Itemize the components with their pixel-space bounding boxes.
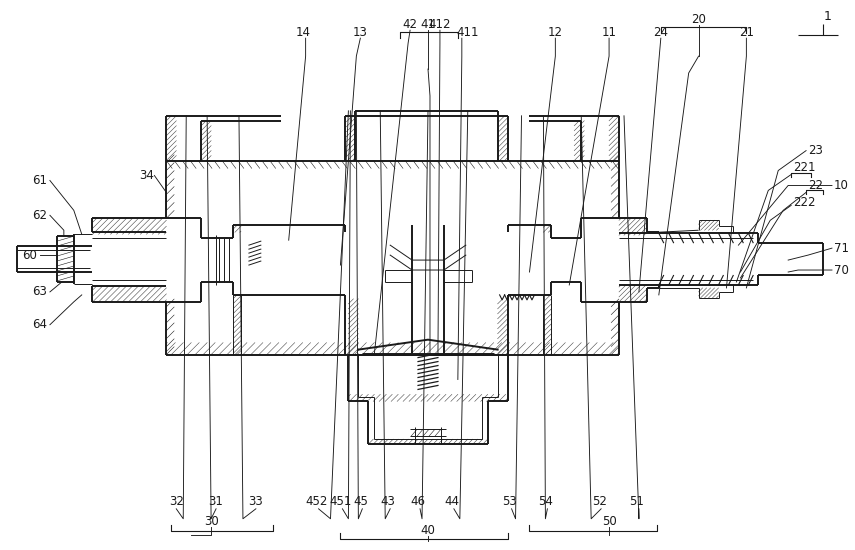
Text: 222: 222: [793, 196, 816, 209]
Text: 63: 63: [32, 285, 47, 299]
Text: 451: 451: [329, 496, 351, 508]
Text: 21: 21: [739, 26, 754, 39]
Text: 32: 32: [168, 496, 184, 508]
Text: 53: 53: [502, 496, 517, 508]
Text: 45: 45: [353, 496, 368, 508]
Text: 70: 70: [834, 263, 849, 277]
Text: 61: 61: [32, 174, 47, 187]
Text: 20: 20: [691, 13, 706, 26]
Text: 60: 60: [22, 249, 37, 262]
Text: 41: 41: [421, 18, 435, 31]
Text: 11: 11: [602, 26, 616, 39]
Text: 22: 22: [808, 179, 823, 192]
Text: 452: 452: [305, 496, 327, 508]
Text: 51: 51: [629, 496, 645, 508]
Text: 412: 412: [428, 18, 451, 31]
Text: 12: 12: [548, 26, 563, 39]
Text: 1: 1: [824, 10, 832, 23]
Text: 411: 411: [457, 26, 479, 39]
Text: 54: 54: [538, 496, 553, 508]
Text: 10: 10: [834, 179, 849, 192]
Text: 24: 24: [653, 26, 669, 39]
Text: 64: 64: [32, 318, 47, 331]
Text: 221: 221: [793, 161, 816, 174]
Text: 43: 43: [380, 496, 396, 508]
Text: 46: 46: [410, 496, 426, 508]
Text: 52: 52: [592, 496, 606, 508]
Text: 30: 30: [203, 515, 219, 528]
Text: 13: 13: [353, 26, 368, 39]
Text: 34: 34: [139, 169, 155, 182]
Text: 71: 71: [834, 241, 849, 255]
Text: 14: 14: [296, 26, 311, 39]
Text: 31: 31: [209, 496, 223, 508]
Text: 44: 44: [445, 496, 459, 508]
Text: 42: 42: [403, 18, 417, 31]
Text: 23: 23: [808, 144, 823, 157]
Text: 50: 50: [602, 515, 616, 528]
Text: 33: 33: [249, 496, 263, 508]
Text: 40: 40: [421, 524, 435, 537]
Text: 62: 62: [32, 209, 47, 222]
